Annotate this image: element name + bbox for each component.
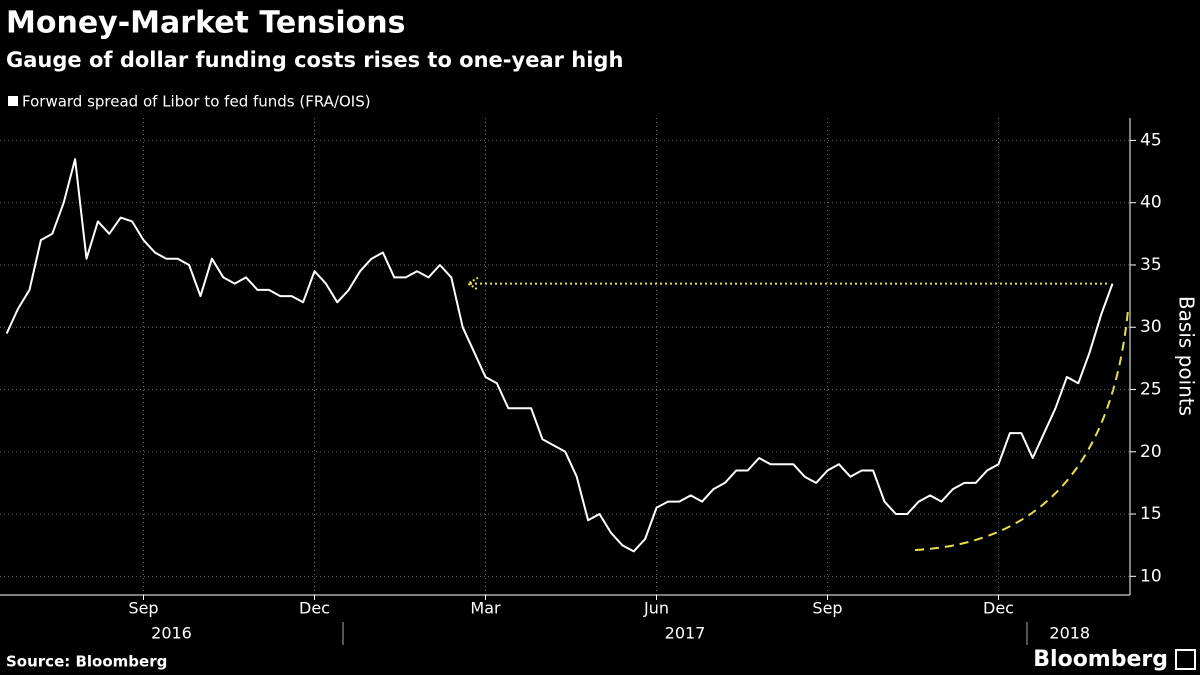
source: Source: Bloomberg	[6, 653, 167, 671]
x-tick-label: Mar	[470, 599, 501, 618]
legend-label: Forward spread of Libor to fed funds (FR…	[22, 93, 371, 111]
y-axis-label: Basis points	[1175, 296, 1199, 416]
year-label: 2016	[151, 624, 192, 643]
chart-title: Money-Market Tensions	[6, 6, 406, 41]
x-tick-label: Sep	[128, 599, 158, 618]
y-tick-label: 35	[1140, 255, 1162, 275]
y-tick-label: 45	[1140, 130, 1162, 150]
x-tick-label: Dec	[299, 599, 330, 618]
line-series	[5, 158, 1114, 553]
chart-subtitle: Gauge of dollar funding costs rises to o…	[6, 48, 623, 72]
trend-curve	[914, 309, 1129, 551]
x-tick-label: Sep	[812, 599, 842, 618]
brand-icon	[1175, 649, 1196, 670]
y-tick-label: 25	[1140, 380, 1162, 400]
brand: Bloomberg	[1033, 647, 1168, 672]
y-tick-label: 10	[1140, 566, 1162, 586]
x-tick-label: Dec	[983, 599, 1014, 618]
y-tick-label: 30	[1140, 317, 1162, 337]
y-tick-label: 40	[1140, 193, 1162, 213]
y-tick-label: 15	[1140, 504, 1162, 524]
y-tick-label: 20	[1140, 442, 1162, 462]
legend-swatch	[8, 96, 18, 106]
x-tick-label: Jun	[643, 599, 669, 618]
year-label: 2018	[1049, 624, 1090, 643]
year-label: 2017	[665, 624, 706, 643]
